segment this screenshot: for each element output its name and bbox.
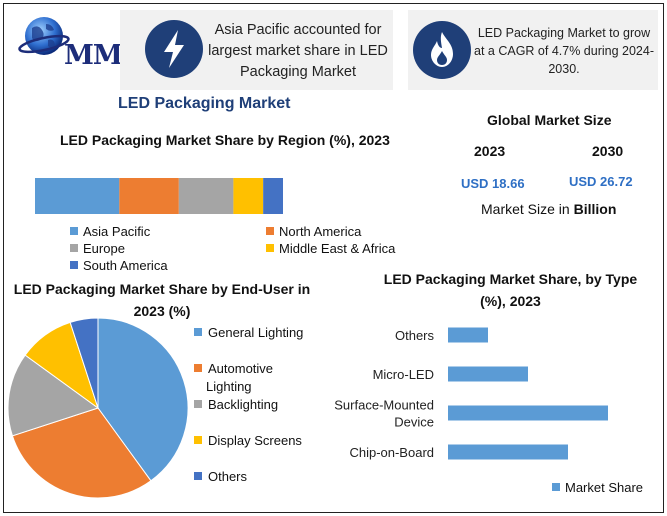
- legend-asia-pacific: Asia Pacific: [70, 224, 150, 239]
- pie-legend: General Lighting Automotive Lighting Bac…: [194, 324, 324, 494]
- main-title: LED Packaging Market: [118, 95, 291, 112]
- year-2030: 2030: [592, 143, 624, 159]
- pie-slice-backlighting: [7, 354, 100, 437]
- pie-slice-automotive-lighting: [11, 407, 152, 499]
- region-stacked-bar: [35, 178, 283, 214]
- region-chart-title: LED Packaging Market Share by Region (%)…: [60, 132, 390, 148]
- legend-automotive-lighting: Automotive Lighting: [194, 360, 284, 396]
- type-bar-micro-led: [448, 366, 528, 382]
- pie-slice-general-lighting: [97, 317, 189, 482]
- type-label-micro-led: Micro-LED: [373, 367, 434, 382]
- legend-middle-east-africa: Middle East & Africa: [266, 241, 395, 256]
- legend-backlighting: Backlighting: [194, 396, 324, 414]
- callout-asia-pacific: Asia Pacific accounted for largest marke…: [120, 10, 393, 90]
- callout-cagr: LED Packaging Market to grow at a CAGR o…: [408, 10, 658, 90]
- type-bar-chip-on-board: [448, 444, 568, 460]
- region-segment-europe: [178, 178, 234, 214]
- market-size-note: Market Size in Billion: [481, 201, 617, 217]
- type-bar-others: [448, 327, 488, 343]
- type-label-others: Others: [395, 328, 435, 343]
- market-value-2030: USD 26.72: [569, 174, 633, 189]
- type-legend: Market Share: [552, 480, 643, 495]
- market-value-2023: USD 18.66: [461, 176, 525, 191]
- region-segment-north-america: [119, 178, 179, 214]
- legend-europe: Europe: [70, 241, 125, 256]
- type-label-surface-mounted-device: Surface-Mounted Device: [334, 398, 434, 430]
- year-2023: 2023: [474, 143, 506, 159]
- type-bar-chart: Others Micro-LED Surface-Mounted Device Chip…: [334, 327, 608, 460]
- pie-slice-others: [69, 317, 99, 409]
- region-segment-asia-pacific: [35, 178, 120, 214]
- type-label-chip-on-board: Chip-on-Board: [349, 445, 434, 460]
- global-market-size-title: Global Market Size: [487, 112, 612, 128]
- type-bar-surface-mounted-device: [448, 405, 608, 421]
- enduser-pie-chart: [7, 317, 189, 499]
- legend-north-america: North America: [266, 224, 361, 239]
- legend-south-america: South America: [70, 258, 168, 273]
- callout-text: Asia Pacific accounted for largest marke…: [208, 22, 388, 80]
- legend-display-screens: Display Screens: [194, 432, 324, 450]
- enduser-chart-title: LED Packaging Market Share by End-User i…: [13, 281, 311, 319]
- lightning-icon: [145, 20, 203, 78]
- region-segment-middle-east-africa: [233, 178, 264, 214]
- legend-others: Others: [194, 468, 324, 486]
- type-chart-title: LED Packaging Market Share, by Type (%),…: [383, 271, 638, 309]
- globe-icon: [18, 17, 70, 55]
- flame-icon: [413, 21, 471, 79]
- legend-general-lighting: General Lighting: [194, 324, 324, 342]
- region-legend: Asia Pacific North America Europe Middle…: [70, 224, 430, 276]
- callout-text: LED Packaging Market to grow at a CAGR o…: [474, 26, 654, 76]
- region-segment-south-america: [263, 178, 283, 214]
- infographic-frame: [3, 3, 664, 513]
